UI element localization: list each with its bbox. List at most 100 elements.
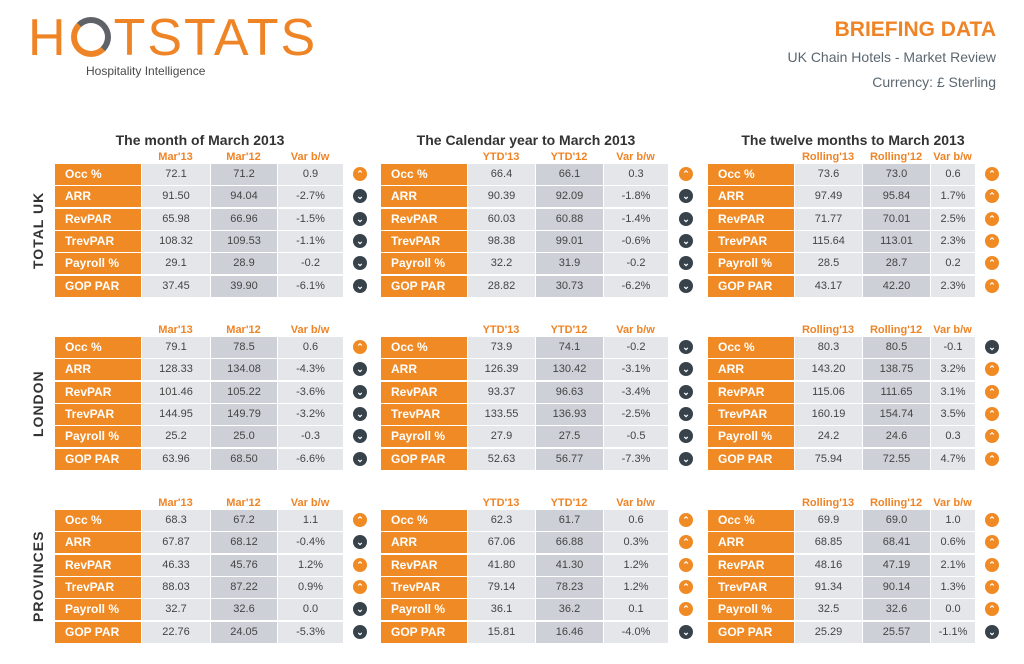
metric-label: ARR — [708, 359, 794, 381]
arrow-down-icon: ⌄ — [679, 278, 693, 293]
arrow-up-icon: ⌃ — [985, 451, 999, 466]
column-header: Rolling'13 — [801, 151, 855, 163]
column-header: YTD'13 — [482, 497, 520, 509]
table-row: TrevPAR 91.34 90.14 1.3% ⌃ — [708, 576, 999, 598]
value-cell: 79.1 — [141, 337, 210, 358]
arrow-up-icon: ⌃ — [985, 535, 999, 550]
metric-label: Payroll % — [708, 426, 794, 448]
value-cell: 109.53 — [210, 230, 277, 252]
metric-label: Payroll % — [381, 253, 467, 275]
value-cell: 3.1% — [930, 381, 975, 403]
value-cell: 32.5 — [794, 599, 862, 621]
value-cell: 60.03 — [467, 208, 535, 230]
value-cell: 108.32 — [141, 230, 210, 252]
value-cell: 36.1 — [467, 599, 535, 621]
arrow-down-icon: ⌄ — [353, 624, 367, 639]
value-cell: 30.73 — [535, 275, 603, 297]
value-cell: 27.9 — [467, 426, 535, 448]
value-cell: 68.50 — [210, 448, 277, 470]
value-cell: -0.2 — [603, 253, 668, 275]
table-row: Occ % 80.3 80.5 -0.1 ⌄ — [708, 337, 999, 358]
value-cell: 87.22 — [210, 576, 277, 598]
metric-label: RevPAR — [708, 381, 794, 403]
value-cell: 73.6 — [794, 164, 862, 185]
value-cell: 0.6 — [277, 337, 343, 358]
arrow-down-icon: ⌄ — [353, 384, 367, 399]
value-cell: -4.0% — [603, 621, 668, 643]
metric-label: Payroll % — [55, 253, 141, 275]
arrow-down-icon: ⌄ — [353, 602, 367, 617]
table-row: Occ % 73.9 74.1 -0.2 ⌄ — [381, 337, 693, 358]
arrow-up-icon: ⌃ — [679, 167, 693, 181]
column-header: Rolling'12 — [869, 151, 923, 163]
value-cell: 60.88 — [535, 208, 603, 230]
table-row: Payroll % 27.9 27.5 -0.5 ⌄ — [381, 426, 693, 448]
arrow-down-icon: ⌄ — [679, 340, 693, 354]
table-row: Payroll % 36.1 36.2 0.1 ⌃ — [381, 599, 693, 621]
value-cell: 69.9 — [794, 510, 862, 531]
value-cell: 27.5 — [535, 426, 603, 448]
table-row: TrevPAR 133.55 136.93 -2.5% ⌄ — [381, 403, 693, 425]
value-cell: 149.79 — [210, 403, 277, 425]
value-cell: 95.84 — [862, 186, 930, 208]
arrow-down-icon: ⌄ — [985, 624, 999, 639]
table-row: TrevPAR 144.95 149.79 -3.2% ⌄ — [55, 403, 367, 425]
value-cell: 3.2% — [930, 359, 975, 381]
arrow-up-icon: ⌃ — [679, 535, 693, 550]
value-cell: 42.20 — [862, 275, 930, 297]
table-row: TrevPAR 160.19 154.74 3.5% ⌃ — [708, 403, 999, 425]
column-header: Mar'13 — [158, 497, 193, 509]
table-row: RevPAR 101.46 105.22 -3.6% ⌄ — [55, 381, 367, 403]
metric-label: ARR — [381, 186, 467, 208]
value-cell: 113.01 — [862, 230, 930, 252]
value-cell: 67.2 — [210, 510, 277, 531]
arrow-up-icon: ⌃ — [985, 278, 999, 293]
arrow-down-icon: ⌄ — [353, 256, 367, 271]
value-cell: 67.87 — [141, 532, 210, 554]
table-row: Payroll % 24.2 24.6 0.3 ⌃ — [708, 426, 999, 448]
value-cell: 98.38 — [467, 230, 535, 252]
value-cell: 134.08 — [210, 359, 277, 381]
value-cell: 78.5 — [210, 337, 277, 358]
table-row: TrevPAR 88.03 87.22 0.9% ⌃ — [55, 576, 367, 598]
metric-label: RevPAR — [708, 208, 794, 230]
value-cell: 68.41 — [862, 532, 930, 554]
metric-label: Occ % — [381, 164, 467, 185]
hotstats-logo: H TSTATS — [28, 9, 318, 67]
value-cell: 138.75 — [862, 359, 930, 381]
value-cell: -6.6% — [277, 448, 343, 470]
metric-label: Occ % — [381, 510, 467, 531]
value-cell: -3.2% — [277, 403, 343, 425]
value-cell: 0.3 — [603, 164, 668, 185]
metric-label: ARR — [381, 532, 467, 554]
metric-label: GOP PAR — [381, 621, 467, 643]
arrow-down-icon: ⌄ — [679, 406, 693, 421]
metric-label: RevPAR — [55, 381, 141, 403]
value-cell: 160.19 — [794, 403, 862, 425]
value-cell: 28.5 — [794, 253, 862, 275]
value-cell: 73.0 — [862, 164, 930, 185]
arrow-up-icon: ⌃ — [679, 602, 693, 617]
column-header: Rolling'12 — [869, 324, 923, 336]
value-cell: 29.1 — [141, 253, 210, 275]
column-header: Mar'12 — [226, 497, 261, 509]
value-cell: 0.0 — [277, 599, 343, 621]
arrow-up-icon: ⌃ — [679, 513, 693, 527]
arrow-down-icon: ⌄ — [679, 451, 693, 466]
column-header: Var b/w — [616, 497, 655, 509]
metric-label: Occ % — [708, 510, 794, 531]
table-row: Occ % 69.9 69.0 1.0 ⌃ — [708, 510, 999, 531]
value-cell: 0.0 — [930, 599, 975, 621]
value-cell: -0.2 — [277, 253, 343, 275]
metric-label: GOP PAR — [708, 448, 794, 470]
column-header: Var b/w — [290, 497, 330, 509]
arrow-up-icon: ⌃ — [985, 256, 999, 271]
table-row: RevPAR 46.33 45.76 1.2% ⌃ — [55, 554, 367, 576]
column-header: Var b/w — [933, 151, 972, 163]
value-cell: 133.55 — [467, 403, 535, 425]
metric-label: TrevPAR — [55, 230, 141, 252]
arrow-up-icon: ⌃ — [985, 189, 999, 204]
value-cell: 128.33 — [141, 359, 210, 381]
metric-label: TrevPAR — [381, 230, 467, 252]
table-row: Occ % 66.4 66.1 0.3 ⌃ — [381, 164, 693, 185]
